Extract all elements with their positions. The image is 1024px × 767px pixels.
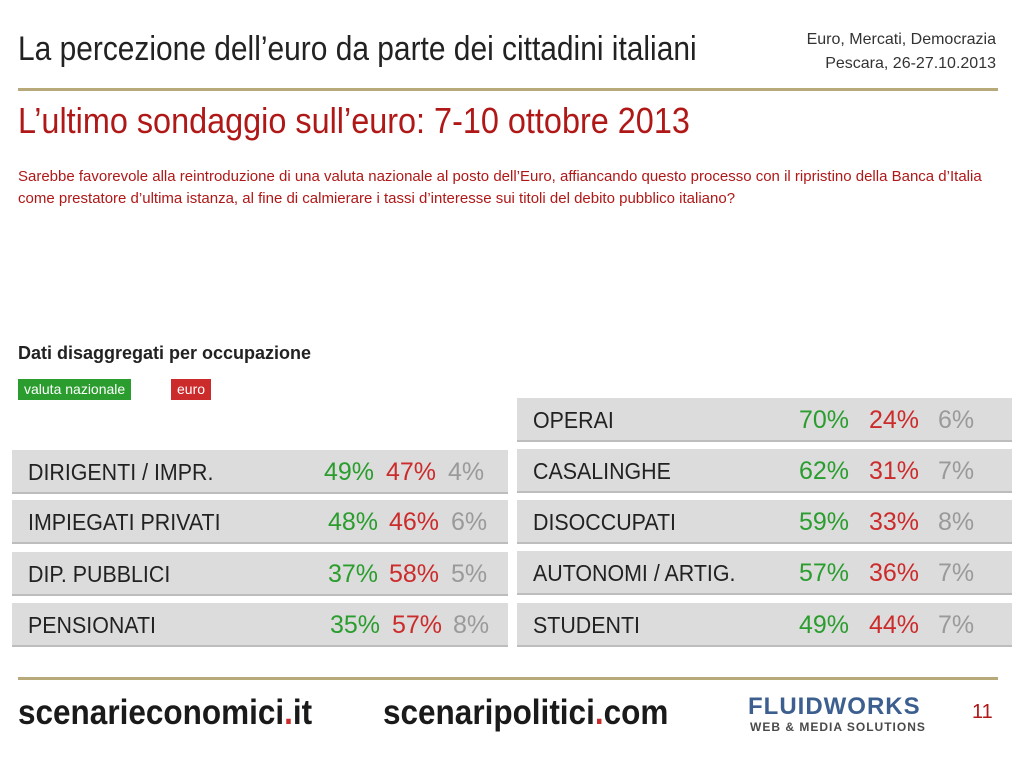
other-pct: 7%	[938, 457, 975, 485]
top-divider	[18, 88, 998, 91]
site-tld: it	[292, 693, 313, 732]
other-pct: 7%	[938, 611, 975, 639]
survey-question: Sarebbe favorevole alla reintroduzione d…	[18, 168, 982, 207]
other-pct: 8%	[938, 508, 975, 536]
national-pct: 62%	[799, 457, 850, 485]
national-pct: 48%	[328, 508, 379, 536]
site-dot: .	[284, 693, 293, 732]
row-label: OPERAI	[533, 407, 614, 433]
euro-pct: 44%	[869, 611, 920, 639]
slide-title: La percezione dell’euro da parte dei cit…	[18, 30, 697, 68]
national-pct: 49%	[799, 611, 850, 639]
table-row: OPERAI 70% 24% 6%	[517, 398, 1012, 442]
row-label: IMPIEGATI PRIVATI	[28, 509, 221, 535]
legend-national: valuta nazionale	[18, 379, 132, 400]
euro-pct: 36%	[869, 559, 920, 587]
euro-pct: 46%	[389, 508, 440, 536]
row-label: STUDENTI	[533, 612, 640, 638]
site-tld: com	[603, 693, 669, 732]
national-pct: 59%	[799, 508, 850, 536]
legend-euro: euro	[171, 379, 212, 400]
row-label: CASALINGHE	[533, 458, 671, 484]
euro-pct: 57%	[392, 611, 443, 639]
table-row: STUDENTI 49% 44% 7%	[517, 603, 1012, 647]
section-title: Dati disaggregati per occupazione	[18, 343, 312, 363]
table-row: IMPIEGATI PRIVATI 48% 46% 6%	[12, 500, 508, 544]
table-row: PENSIONATI 35% 57% 8%	[12, 603, 508, 647]
site-name: scenarieconomici	[18, 693, 285, 732]
footer-link-scenarieconomici[interactable]: scenarieconomici.it	[18, 693, 312, 733]
other-pct: 4%	[448, 458, 485, 486]
other-pct: 6%	[938, 406, 975, 434]
row-label: AUTONOMI / ARTIG.	[533, 560, 736, 586]
row-label: DISOCCUPATI	[533, 509, 677, 535]
national-pct: 37%	[328, 560, 379, 588]
other-pct: 5%	[451, 560, 488, 588]
page-number: 11	[972, 701, 993, 723]
event-name: Euro, Mercati, Democrazia	[806, 31, 996, 48]
national-pct: 57%	[799, 559, 850, 587]
bottom-divider	[18, 677, 998, 680]
table-row: DIRIGENTI / IMPR. 49% 47% 4%	[12, 450, 508, 494]
row-label: PENSIONATI	[28, 612, 156, 638]
other-pct: 7%	[938, 559, 975, 587]
euro-pct: 33%	[869, 508, 920, 536]
euro-pct: 47%	[386, 458, 437, 486]
national-pct: 70%	[799, 406, 850, 434]
national-pct: 35%	[330, 611, 381, 639]
slide-subtitle: L’ultimo sondaggio sull’euro: 7-10 ottob…	[18, 100, 690, 141]
other-pct: 8%	[453, 611, 490, 639]
national-pct: 49%	[324, 458, 375, 486]
table-row: CASALINGHE 62% 31% 7%	[517, 449, 1012, 493]
table-row: AUTONOMI / ARTIG. 57% 36% 7%	[517, 551, 1012, 595]
euro-pct: 58%	[389, 560, 440, 588]
row-label: DIRIGENTI / IMPR.	[28, 459, 214, 485]
euro-pct: 24%	[869, 406, 920, 434]
event-place-date: Pescara, 26-27.10.2013	[825, 55, 996, 72]
euro-pct: 31%	[869, 457, 920, 485]
table-row: DISOCCUPATI 59% 33% 8%	[517, 500, 1012, 544]
row-label: DIP. PUBBLICI	[28, 561, 171, 587]
site-dot: .	[594, 693, 604, 732]
site-name: scenaripolitici	[383, 693, 595, 732]
other-pct: 6%	[451, 508, 488, 536]
fluidworks-logo: FLUIDWORKS	[748, 693, 921, 720]
table-row: DIP. PUBBLICI 37% 58% 5%	[12, 552, 508, 596]
footer-link-scenaripolitici[interactable]: scenaripolitici.com	[383, 693, 668, 733]
fluidworks-tagline: WEB & MEDIA SOLUTIONS	[750, 720, 926, 734]
